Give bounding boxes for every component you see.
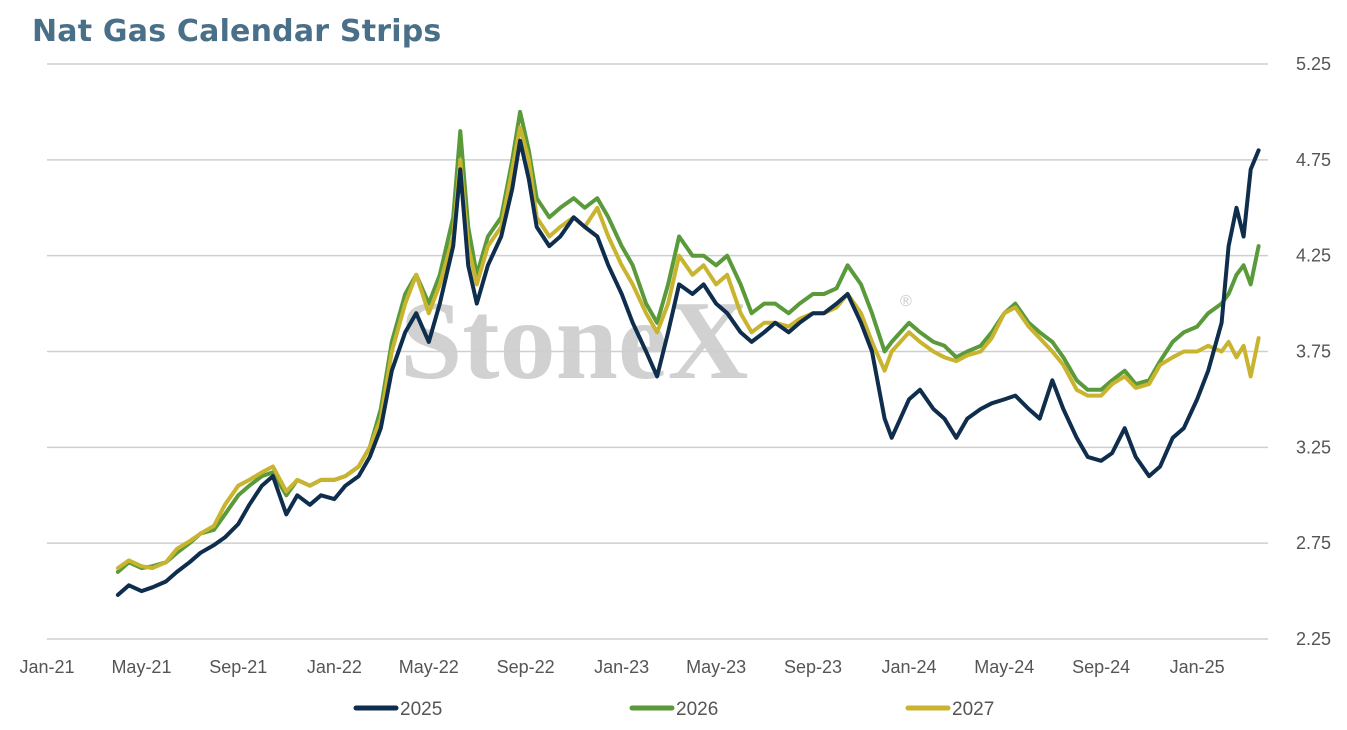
x-tick-label: May-24 [974, 657, 1034, 677]
series-line-2027 [115, 125, 1261, 571]
legend-label-2025: 2025 [400, 699, 442, 720]
x-tick-label: May-21 [111, 657, 171, 677]
y-tick-label: 4.75 [1296, 150, 1331, 170]
gridlines [47, 63, 1268, 640]
y-axis-ticks: 2.25 2.75 3.25 3.75 4.25 4.75 5.25 [1296, 54, 1331, 649]
stonex-watermark: StoneX ® [400, 279, 912, 403]
x-tick-label: Sep-23 [784, 657, 842, 677]
x-tick-label: May-22 [399, 657, 459, 677]
y-tick-label: 4.25 [1296, 246, 1331, 266]
x-tick-label: Jan-21 [19, 657, 74, 677]
y-tick-label: 5.25 [1296, 54, 1331, 74]
x-tick-label: Jan-23 [594, 657, 649, 677]
x-tick-label: Sep-24 [1072, 657, 1130, 677]
x-tick-label: Jan-22 [307, 657, 362, 677]
x-tick-label: Jan-24 [881, 657, 936, 677]
x-tick-label: Sep-22 [497, 657, 555, 677]
chart-title: Nat Gas Calendar Strips [32, 14, 442, 49]
legend: 2025 2026 2027 [353, 699, 994, 720]
series-lines [115, 109, 1261, 597]
legend-label-2026: 2026 [676, 699, 718, 720]
y-tick-label: 2.25 [1296, 629, 1331, 649]
y-tick-label: 2.75 [1296, 533, 1331, 553]
watermark-text: StoneX [400, 279, 748, 403]
watermark-registered-mark: ® [900, 293, 912, 310]
y-tick-label: 3.25 [1296, 437, 1331, 457]
x-axis-ticks: Jan-21 May-21 Sep-21 Jan-22 May-22 Sep-22 Jan-… [19, 657, 1224, 677]
legend-label-2027: 2027 [952, 699, 994, 720]
x-tick-label: Sep-21 [209, 657, 267, 677]
x-tick-label: May-23 [686, 657, 746, 677]
series-line-2025 [115, 138, 1261, 597]
x-tick-label: Jan-25 [1170, 657, 1225, 677]
y-tick-label: 3.75 [1296, 342, 1331, 362]
